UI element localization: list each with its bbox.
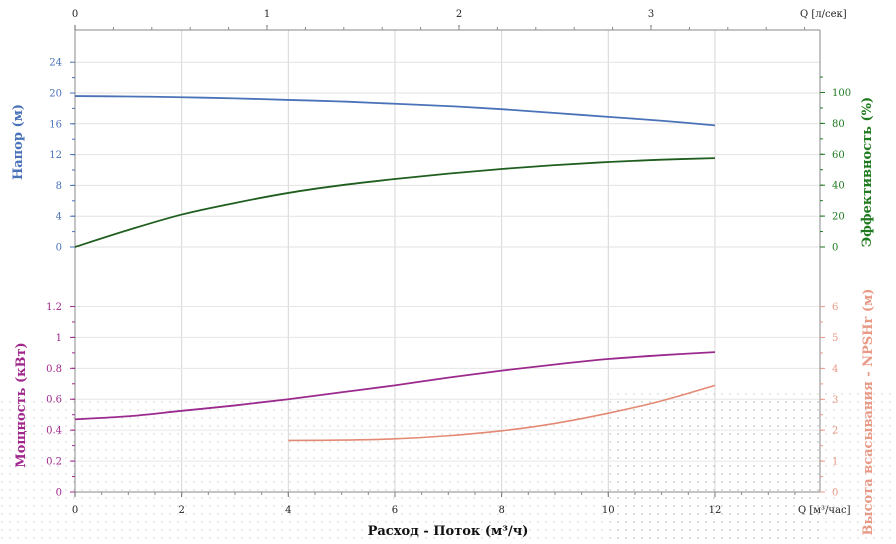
- head-tick-label-2: 8: [56, 181, 62, 192]
- dot-overlay: [0, 392, 896, 544]
- top-tick-label-3: 3: [648, 9, 654, 20]
- power-curve: [74, 351, 716, 421]
- eff-tick-label-5: 100: [832, 88, 851, 99]
- top-axis-unit: Q [л/сек]: [800, 9, 847, 20]
- eff-tick-label-1: 20: [832, 212, 845, 223]
- bottom-tick-label-6: 12: [709, 505, 722, 516]
- npsh-curve: [288, 384, 716, 442]
- power-tick-label-2: 0.4: [46, 426, 62, 437]
- head-tick-label-0: 0: [56, 243, 62, 254]
- npsh-tick-label-0: 0: [832, 488, 838, 499]
- efficiency-axis-title: Эффективность (%): [860, 97, 875, 247]
- npsh-axis-title: Высота всасывания - NPSHr (м): [861, 289, 876, 536]
- bottom-tick-label-3: 6: [392, 505, 398, 516]
- bottom-tick-label-2: 4: [285, 505, 291, 516]
- top-tick-label-2: 2: [456, 9, 462, 20]
- head-tick-label-5: 20: [49, 89, 62, 100]
- npsh-tick-label-1: 1: [832, 457, 838, 468]
- top-tick-label-0: 0: [72, 9, 78, 20]
- efficiency-curve: [74, 157, 715, 248]
- npsh-tick-label-6: 6: [832, 302, 838, 313]
- power-axis-title: Мощность (кВт): [14, 342, 29, 467]
- bottom-tick-label-0: 0: [72, 505, 78, 516]
- eff-tick-label-0: 0: [832, 243, 838, 254]
- npsh-tick-label-2: 2: [832, 426, 838, 437]
- power-tick-label-3: 0.6: [46, 395, 62, 406]
- power-tick-label-0: 0: [56, 488, 62, 499]
- eff-tick-label-3: 60: [832, 150, 845, 161]
- power-tick-label-6: 1.2: [46, 302, 62, 313]
- eff-tick-label-4: 80: [832, 119, 845, 130]
- bottom-tick-label-1: 2: [178, 505, 184, 516]
- power-tick-label-4: 0.8: [46, 364, 62, 375]
- npsh-tick-label-3: 3: [832, 395, 838, 406]
- series-layer: [74, 95, 716, 442]
- head-curve: [74, 95, 716, 127]
- power-tick-label-1: 0.2: [46, 457, 62, 468]
- npsh-tick-label-5: 5: [832, 333, 838, 344]
- bottom-tick-label-5: 10: [602, 505, 615, 516]
- npsh-tick-label-4: 4: [832, 364, 838, 375]
- top-tick-label-1: 1: [264, 9, 270, 20]
- eff-tick-label-2: 40: [832, 181, 845, 192]
- axes-layer: 0 2 4 6 8 10 120 1 2 30481216202402040608010000.2…: [46, 9, 851, 516]
- head-tick-label-1: 4: [56, 212, 62, 223]
- bottom-axis-unit: Q [м³/час]: [798, 505, 851, 516]
- head-tick-label-4: 16: [49, 119, 62, 130]
- head-axis-title: Напор (м): [11, 104, 26, 180]
- power-tick-label-5: 1: [56, 333, 62, 344]
- bottom-axis-title: Расход - Поток (м³/ч): [368, 524, 529, 539]
- dot-overlay-bottom-right: [610, 392, 896, 544]
- bottom-tick-label-4: 8: [498, 505, 504, 516]
- head-tick-label-3: 12: [49, 150, 62, 161]
- head-tick-label-6: 24: [49, 58, 62, 69]
